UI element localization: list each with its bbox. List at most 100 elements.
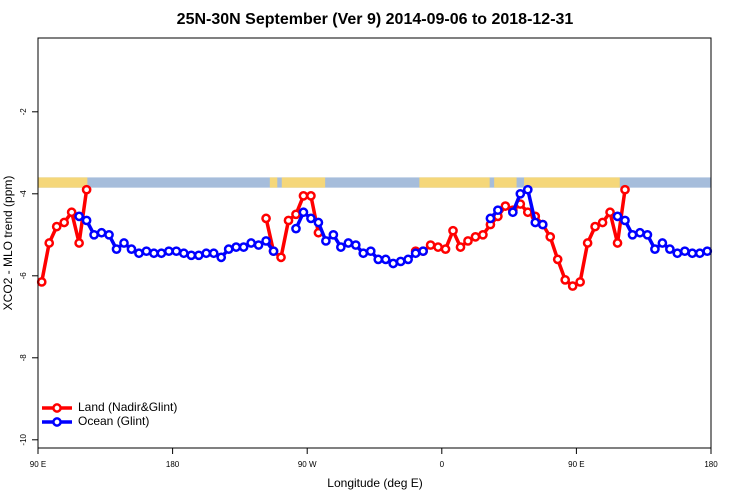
data-point <box>687 248 698 259</box>
data-point <box>665 244 675 254</box>
y-axis-label: XCO2 - MLO trend (ppm) <box>1 176 15 311</box>
y-tick-label: -6 <box>19 272 28 280</box>
data-point <box>590 221 600 232</box>
data-point <box>702 246 713 257</box>
data-point <box>223 244 234 254</box>
data-point <box>253 240 264 250</box>
data-point <box>380 254 391 265</box>
legend-marker <box>52 403 62 413</box>
data-point <box>403 254 413 265</box>
data-point <box>283 215 294 226</box>
x-tick-label: 180 <box>166 460 180 469</box>
data-point <box>679 246 690 257</box>
y-tick-label: -4 <box>19 190 28 198</box>
data-point <box>111 244 122 254</box>
data-point <box>134 248 144 259</box>
data-point <box>119 238 129 248</box>
data-point <box>306 191 316 201</box>
data-point <box>612 238 623 248</box>
data-point <box>493 205 503 216</box>
data-point <box>395 256 406 267</box>
data-point <box>336 242 346 252</box>
data-point <box>164 246 174 257</box>
data-point <box>530 217 541 228</box>
data-point <box>268 246 279 257</box>
data-point <box>694 248 705 259</box>
data-point <box>522 207 533 218</box>
data-point <box>66 207 77 218</box>
data-point <box>343 238 354 248</box>
data-point <box>321 236 331 246</box>
data-point <box>642 229 653 240</box>
legend-label: Land (Nadir&Glint) <box>78 400 177 414</box>
data-point <box>149 248 159 259</box>
data-point <box>470 232 481 242</box>
data-point <box>537 219 548 230</box>
legend-marker <box>52 417 62 427</box>
x-tick-label: 180 <box>704 460 718 469</box>
data-point <box>201 248 212 259</box>
data-point <box>51 221 62 232</box>
data-point <box>313 217 324 228</box>
data-point <box>44 238 55 248</box>
data-point <box>560 275 571 285</box>
data-point <box>328 229 339 240</box>
data-point <box>627 229 638 240</box>
data-point <box>582 238 593 248</box>
data-point <box>500 201 511 211</box>
data-point <box>261 213 271 224</box>
land-strip-segment <box>524 177 620 188</box>
x-tick-label: 90 E <box>30 460 46 469</box>
data-point <box>261 236 271 246</box>
data-point <box>635 227 645 238</box>
data-point <box>74 238 84 248</box>
land-strip-segment <box>281 177 326 188</box>
data-point <box>104 229 114 240</box>
data-point <box>81 215 92 226</box>
data-point <box>96 227 107 238</box>
x-tick-label: 0 <box>440 460 445 469</box>
data-point <box>186 250 197 261</box>
data-point <box>306 213 316 224</box>
data-point <box>455 242 466 252</box>
data-point <box>522 184 533 195</box>
data-point <box>650 244 660 254</box>
data-point <box>657 238 668 248</box>
data-point <box>552 254 563 265</box>
data-point <box>81 184 92 195</box>
data-point <box>238 242 249 252</box>
x-tick-label: 90 W <box>298 460 317 469</box>
land-strip-segment <box>38 177 88 188</box>
x-axis-label: Longitude (deg E) <box>327 476 422 490</box>
chart-title: 25N-30N September (Ver 9) 2014-09-06 to … <box>177 11 574 28</box>
data-point <box>291 223 301 234</box>
data-point <box>410 248 421 259</box>
data-point <box>485 213 496 224</box>
data-point <box>178 248 189 259</box>
land-strip-segment <box>419 177 490 188</box>
data-point <box>605 207 615 218</box>
data-point <box>373 254 384 265</box>
land-strip-segment <box>494 177 517 188</box>
ocean-strip <box>38 177 711 188</box>
data-point <box>193 250 204 261</box>
data-point <box>463 236 473 246</box>
data-point <box>448 225 458 236</box>
y-tick-label: -10 <box>19 433 28 445</box>
data-point <box>291 209 301 220</box>
x-tick-label: 90 E <box>568 460 584 469</box>
data-point <box>425 240 436 250</box>
data-point <box>298 207 309 218</box>
data-point <box>388 258 399 269</box>
data-point <box>276 252 286 263</box>
data-point <box>612 211 623 222</box>
data-point <box>620 184 630 195</box>
data-point <box>478 229 488 240</box>
data-point <box>672 248 683 259</box>
plot-frame <box>37 37 712 449</box>
y-tick-label: -8 <box>19 354 28 362</box>
data-point <box>575 277 585 287</box>
data-point <box>216 252 227 263</box>
